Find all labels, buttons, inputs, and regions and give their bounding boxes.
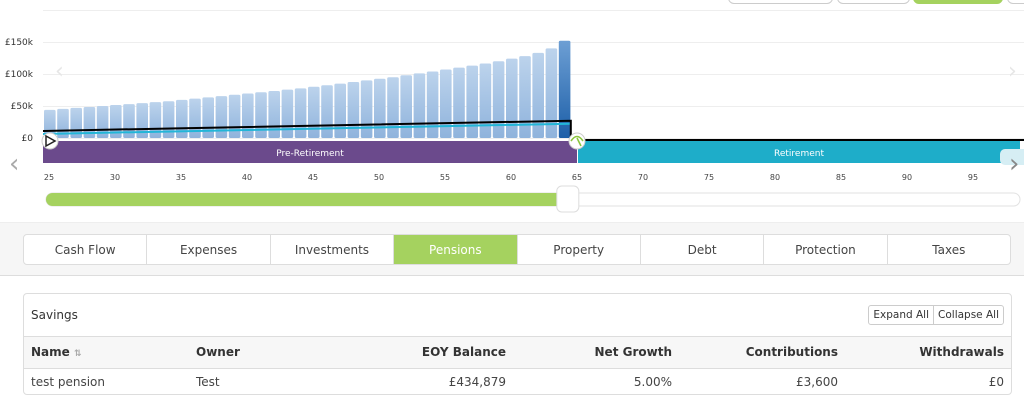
cell-contributions: £3,600: [796, 374, 838, 389]
tab-pensions[interactable]: Pensions: [394, 235, 518, 264]
age-slider-fill: [46, 193, 568, 206]
y-tick-label: £0: [22, 134, 34, 144]
col-name[interactable]: Name ⇅: [24, 337, 189, 369]
chart-next-arrow-icon[interactable]: ›: [1008, 59, 1017, 84]
x-tick-label: 45: [308, 173, 318, 182]
bar-age-39[interactable]: [228, 94, 241, 138]
x-tick-label: 80: [770, 173, 780, 182]
timeline-prev-arrow-icon[interactable]: ‹: [9, 149, 19, 179]
bar-age-47[interactable]: [334, 83, 346, 138]
tab-cash-flow[interactable]: Cash Flow: [24, 235, 148, 264]
tab-taxes[interactable]: Taxes: [932, 242, 966, 257]
col-withdrawals: Withdrawals: [845, 337, 1011, 369]
bar-age-45[interactable]: [308, 86, 320, 138]
cell-net-growth: 5.00%: [633, 374, 672, 389]
bar-age-62[interactable]: [532, 52, 544, 138]
bar-age-54[interactable]: [426, 71, 439, 138]
bar-age-63[interactable]: [545, 48, 558, 138]
savings-panel: Savings Expand All Collapse All Name ⇅ O…: [23, 293, 1012, 395]
age-slider-handle[interactable]: [556, 185, 580, 213]
bar-age-49[interactable]: [360, 80, 373, 138]
cell-name: test pension: [31, 374, 105, 389]
phase-label: Retirement: [774, 149, 824, 159]
bar-age-53[interactable]: [413, 73, 426, 138]
savings-table: Name ⇅ Owner EOY Balance Net Growth Cont…: [24, 337, 1011, 394]
pension-chart: £0 £50k £100k £150k Pre-Retirement Retiremen…: [5, 10, 1024, 213]
bar-age-46[interactable]: [321, 85, 333, 138]
x-tick-label: 25: [44, 173, 54, 182]
sort-icon[interactable]: ⇅: [73, 349, 82, 360]
x-tick-label: 40: [242, 173, 252, 182]
x-tick-label: 95: [968, 173, 978, 182]
tab-property[interactable]: Property: [518, 235, 641, 264]
col-eoy-balance: EOY Balance: [349, 337, 513, 369]
bar-age-55[interactable]: [440, 69, 452, 138]
bar-age-59[interactable]: [492, 61, 505, 139]
bar-age-56[interactable]: [453, 67, 465, 138]
x-tick-label: 30: [110, 173, 120, 182]
timeline-next-arrow-icon[interactable]: ›: [1009, 149, 1019, 179]
col-contributions: Contributions: [679, 337, 845, 369]
table-row[interactable]: test pension Test £434,879 5.00% £3,600 …: [24, 368, 1011, 394]
bar-age-60[interactable]: [506, 58, 518, 138]
x-tick-label: 35: [176, 173, 186, 182]
bar-age-38[interactable]: [215, 96, 228, 138]
bar-age-50[interactable]: [374, 78, 386, 138]
x-tick-label: 50: [374, 173, 384, 182]
tab-protection[interactable]: Protection: [764, 235, 888, 264]
tab-bar: Cash Flow Expenses Investments Pensions …: [23, 234, 1011, 265]
retirement-umbrella-icon: [568, 132, 586, 150]
x-tick-label: 85: [836, 173, 846, 182]
x-tick-label: 65: [572, 173, 582, 182]
phase-retirement: [578, 141, 1020, 163]
phase-pre-retirement: [43, 141, 577, 163]
y-tick-label: £50k: [11, 102, 34, 112]
bar-age-48[interactable]: [347, 82, 360, 138]
play-icon[interactable]: [41, 132, 59, 150]
tab-debt[interactable]: Debt: [641, 235, 765, 264]
expand-all-button[interactable]: Expand All: [873, 309, 930, 321]
x-tick-label: 60: [506, 173, 516, 182]
y-tick-label: £150k: [5, 38, 34, 48]
bar-age-42[interactable]: [268, 90, 280, 138]
bar-age-61[interactable]: [519, 56, 531, 138]
collapse-all-button[interactable]: Collapse All: [933, 306, 1003, 324]
timeline-next-button[interactable]: [1000, 149, 1024, 165]
bar-age-58[interactable]: [479, 63, 492, 138]
x-tick-label: 75: [704, 173, 714, 182]
bar-age-57[interactable]: [466, 65, 478, 138]
x-tick-label: 70: [638, 173, 648, 182]
bar-age-40[interactable]: [242, 93, 254, 138]
bar-age-43[interactable]: [281, 89, 294, 138]
cell-owner: Test: [196, 374, 220, 389]
col-owner: Owner: [189, 337, 349, 369]
chart-prev-arrow-icon[interactable]: ‹: [55, 59, 64, 84]
phase-label: Pre-Retirement: [276, 149, 344, 159]
x-tick-label: 55: [440, 173, 450, 182]
col-net-growth: Net Growth: [513, 337, 679, 369]
cell-withdrawals: £0: [988, 374, 1004, 389]
y-tick-label: £100k: [5, 70, 34, 80]
bar-age-41[interactable]: [255, 92, 267, 138]
x-tick-label: 90: [902, 173, 912, 182]
bar-age-64[interactable]: [558, 40, 571, 138]
savings-title: Savings: [31, 308, 78, 322]
bar-age-52[interactable]: [400, 75, 412, 138]
contribution-line: [42, 119, 1024, 141]
bar-age-44[interactable]: [294, 88, 307, 138]
tab-expenses[interactable]: Expenses: [147, 235, 271, 264]
contribution-line-secondary: [42, 122, 571, 135]
bar-age-36[interactable]: [189, 98, 201, 138]
bar-age-51[interactable]: [387, 77, 399, 138]
bar-age-37[interactable]: [202, 97, 214, 138]
cell-eoy-balance: £434,879: [448, 374, 506, 389]
tab-investments[interactable]: Investments: [271, 235, 395, 264]
